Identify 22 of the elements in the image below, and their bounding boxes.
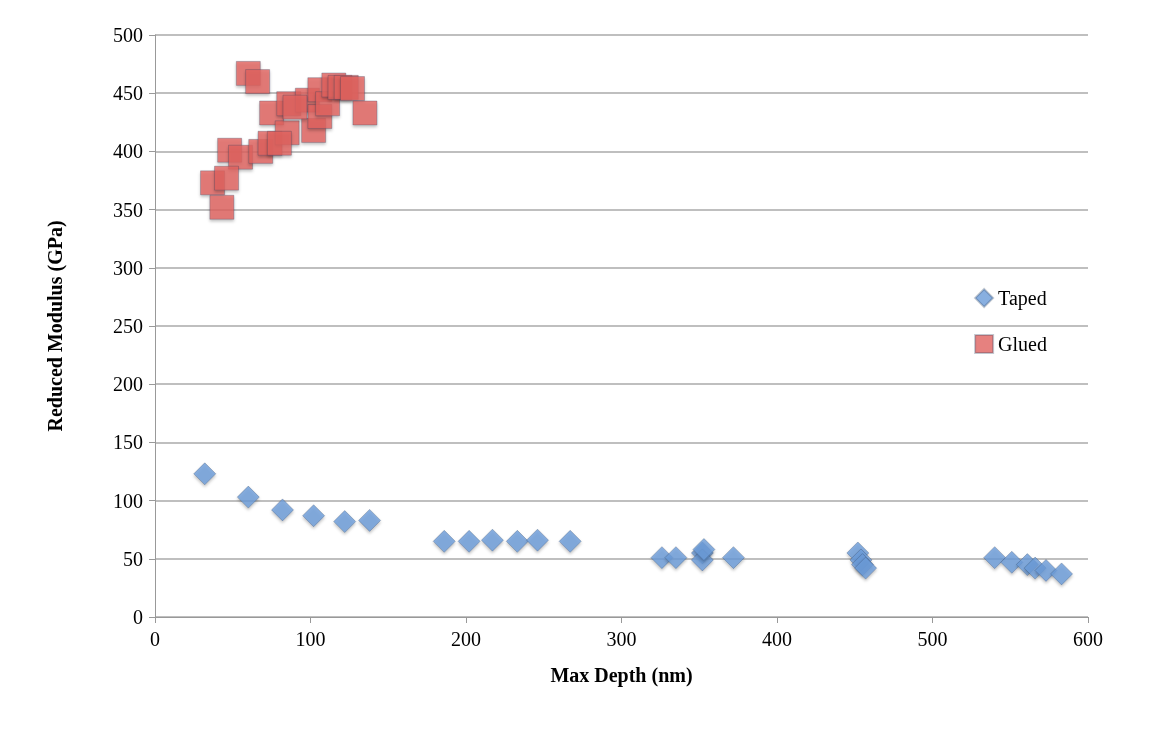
y-axis-title: Reduced Modulus (GPa) bbox=[44, 220, 67, 432]
y-tick-label: 50 bbox=[123, 547, 143, 570]
y-tick-label: 500 bbox=[113, 24, 143, 46]
x-tick-label: 500 bbox=[917, 628, 948, 650]
y-tick-label: 300 bbox=[113, 256, 143, 279]
x-tick-label: 100 bbox=[295, 628, 326, 650]
y-tick-label: 0 bbox=[133, 606, 143, 628]
y-tick-label: 350 bbox=[113, 198, 143, 221]
y-tick-label: 150 bbox=[113, 431, 143, 454]
y-tick-label: 250 bbox=[113, 315, 143, 337]
legend-label: Glued bbox=[998, 333, 1048, 355]
y-tick-label: 400 bbox=[113, 140, 143, 163]
x-tick-label: 0 bbox=[150, 628, 160, 650]
y-tick-label: 450 bbox=[113, 82, 143, 105]
y-tick-label: 200 bbox=[113, 373, 143, 396]
x-axis-title: Max Depth (nm) bbox=[550, 664, 693, 687]
x-tick-label: 600 bbox=[1073, 628, 1103, 650]
x-tick-label: 300 bbox=[606, 628, 637, 650]
legend-label: Taped bbox=[998, 287, 1047, 310]
y-tick-label: 100 bbox=[113, 489, 143, 512]
x-tick-label: 200 bbox=[451, 628, 481, 650]
x-tick-label: 400 bbox=[762, 628, 792, 650]
